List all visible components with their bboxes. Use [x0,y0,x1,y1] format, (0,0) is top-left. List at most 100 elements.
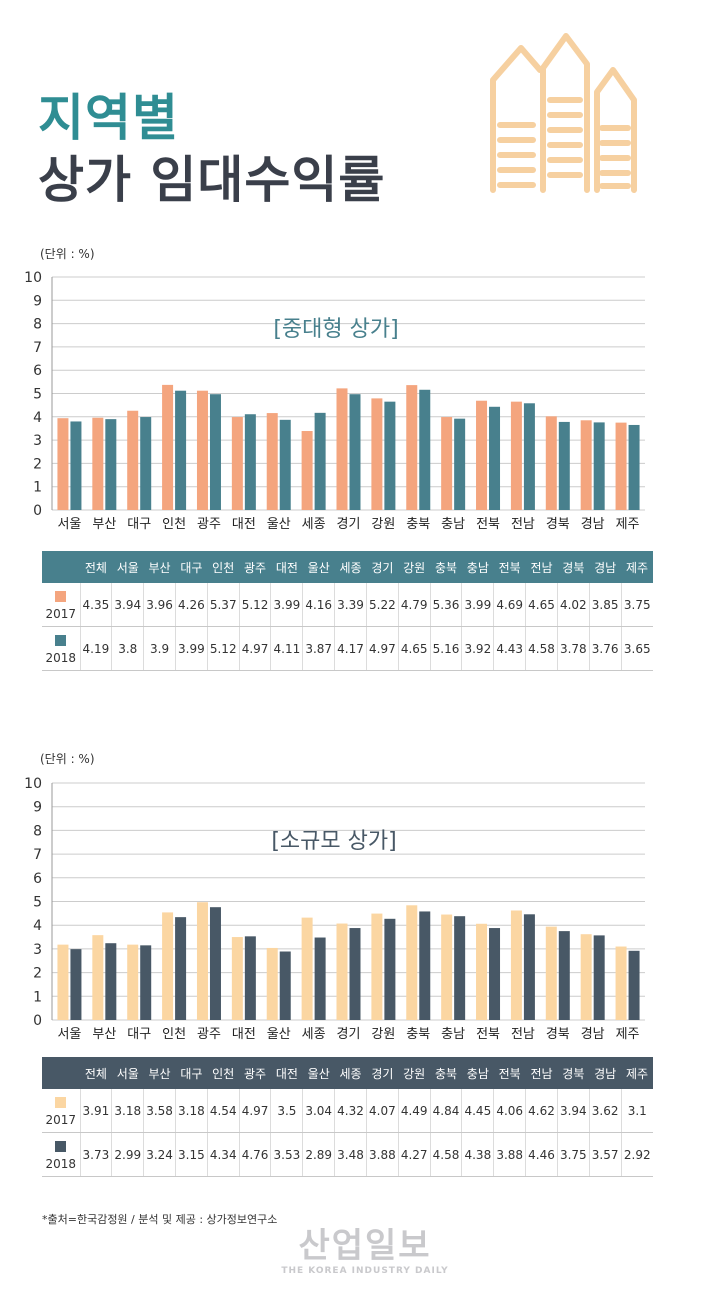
table-cell: 3.73 [80,1132,113,1177]
chart-small-stores: (단위 : %) 0 1 2 3 4 5 6 7 8 9 10 서울 부산 대구 인천 광주 대전 울산 세종 경기 강원… [24,752,645,1040]
bar-2017-대구 [127,410,139,510]
table-cell: 3.04 [302,1089,336,1133]
y-tick-label: 5 [33,387,42,403]
x-tick-label: 대전 [232,1027,256,1040]
table-column-header: 전남 [530,1066,553,1081]
x-tick-label: 서울 [57,1027,81,1040]
x-tick-label: 광주 [197,517,221,530]
table-cell: 4.19 [80,626,113,671]
bar-2018-서울 [70,949,82,1020]
table-large-stores: 전체 서울 부산 대구 인천 광주 대전 울산 세종 경기 강원 충북 충남 전북 전남 경북 경남 제주 201… [42,551,653,671]
table-cell: 3.65 [621,626,653,671]
bar-2018-제주 [628,424,640,510]
bar-2018-서울 [70,421,82,510]
table-cell: 4.02 [557,583,590,627]
bar-2018-충북 [419,911,431,1020]
bar-2017-충북 [406,385,418,510]
table-corner-cell [42,1057,80,1089]
table-row: 2018 3.73 2.99 3.24 3.15 4.34 4.76 3.53 2.89 3.48… [42,1132,653,1177]
table-column-header: 경기 [371,560,394,575]
bar-2017-경북 [545,926,557,1020]
bar-2018-부산 [105,419,117,510]
table-header-row: 전체 서울 부산 대구 인천 광주 대전 울산 세종 경기 강원 충북 충남 전북 전남 경북 경남 제주 [42,551,653,583]
table-cell: 3.62 [589,1089,622,1133]
source-note: *출처=한국감정원 / 분석 및 제공 : 상가정보연구소 [42,1213,278,1226]
chart-large-stores: (단위 : %) 0 1 2 3 4 5 6 7 8 9 10 서울 부산 대구 인천 광주 대전 울산 세종 경기 강원… [24,247,645,530]
table-cell: 5.36 [430,583,463,627]
row-year-cell: 2017 [42,583,81,627]
x-tick-label: 강원 [371,1027,395,1040]
bar-2017-울산 [266,413,278,510]
table-column-header: 울산 [307,560,330,575]
table-column-header: 충북 [434,560,458,575]
bar-2017-강원 [371,398,383,510]
bar-2017-세종 [301,917,313,1020]
table-cell: 4.38 [461,1132,495,1177]
table-cell: 3.76 [589,626,622,671]
y-tick-label: 6 [33,363,42,379]
bar-2018-광주 [209,394,221,510]
bar-2017-대전 [231,417,243,510]
bar-2017-부산 [92,417,104,510]
table-column-header: 전북 [498,560,521,575]
table-column-header: 서울 [116,1066,139,1081]
table-cell: 3.99 [270,583,304,627]
chart-title: [소규모 상가] [271,829,396,854]
y-tick-label: 1 [33,989,42,1005]
bar-2018-충남 [454,418,466,510]
table-cell: 4.43 [493,626,527,671]
bar-2018-충남 [454,916,466,1020]
x-tick-label: 경남 [581,517,605,530]
table-row: 2017 4.35 3.94 3.96 4.26 5.37 5.12 3.99 4.16 3.39… [42,583,653,627]
title-line-1: 지역별 [38,89,179,147]
bar-2017-전남 [510,401,522,510]
table-small-stores: 전체 서울 부산 대구 인천 광주 대전 울산 세종 경기 강원 충북 충남 전북 전남 경북 경남 제주 201… [42,1057,653,1177]
table-column-header: 경남 [594,560,617,575]
bar-2017-전남 [510,910,522,1020]
table-cell: 3.18 [175,1089,208,1133]
bar-2018-인천 [175,390,187,510]
bar-2018-대구 [140,417,152,510]
table-cell: 4.76 [239,1132,272,1177]
table-cell: 4.54 [207,1089,240,1133]
table-cell: 4.58 [525,626,558,671]
table-column-header: 경북 [562,560,585,575]
table-cell: 3.87 [302,626,336,671]
x-tick-label: 경기 [337,1027,361,1040]
table-cell: 4.32 [334,1089,367,1133]
x-tick-label: 세종 [302,1027,326,1040]
table-column-header: 세종 [339,1066,362,1081]
table-cell: 5.16 [430,626,463,671]
bar-2017-대구 [127,944,139,1020]
unit-label: (단위 : %) [40,247,95,261]
chart-title: [중대형 상가] [273,317,398,342]
table-column-header: 서울 [116,560,139,575]
x-tick-label: 강원 [371,517,395,530]
bar-2017-강원 [371,913,383,1020]
unit-label: (단위 : %) [40,752,95,766]
bar-2017-전북 [476,400,488,510]
bar-2017-광주 [196,902,208,1020]
bar-2017-경기 [336,923,348,1020]
table-column-header: 대구 [180,560,203,575]
bar-2017-경남 [580,934,592,1020]
x-tick-label: 서울 [57,517,81,530]
table-column-header: 울산 [307,1066,330,1081]
table-column-header: 전남 [530,560,553,575]
y-tick-label: 4 [33,918,42,934]
legend-swatch [55,1096,67,1108]
bar-2018-경북 [558,931,570,1020]
table-cell: 4.27 [398,1132,431,1177]
bar-2018-인천 [175,917,187,1020]
table-cell: 4.17 [334,626,367,671]
table-column-header: 제주 [625,1066,649,1081]
table-column-header: 부산 [148,1066,171,1081]
y-tick-label: 7 [33,340,42,356]
bar-2017-서울 [57,418,69,510]
bar-2018-경기 [349,394,361,510]
table-cell: 4.06 [493,1089,527,1133]
bar-2018-대전 [244,936,256,1020]
table-cell: 4.79 [398,583,431,627]
bar-2017-세종 [301,431,313,510]
table-cell: 3.39 [334,583,367,627]
